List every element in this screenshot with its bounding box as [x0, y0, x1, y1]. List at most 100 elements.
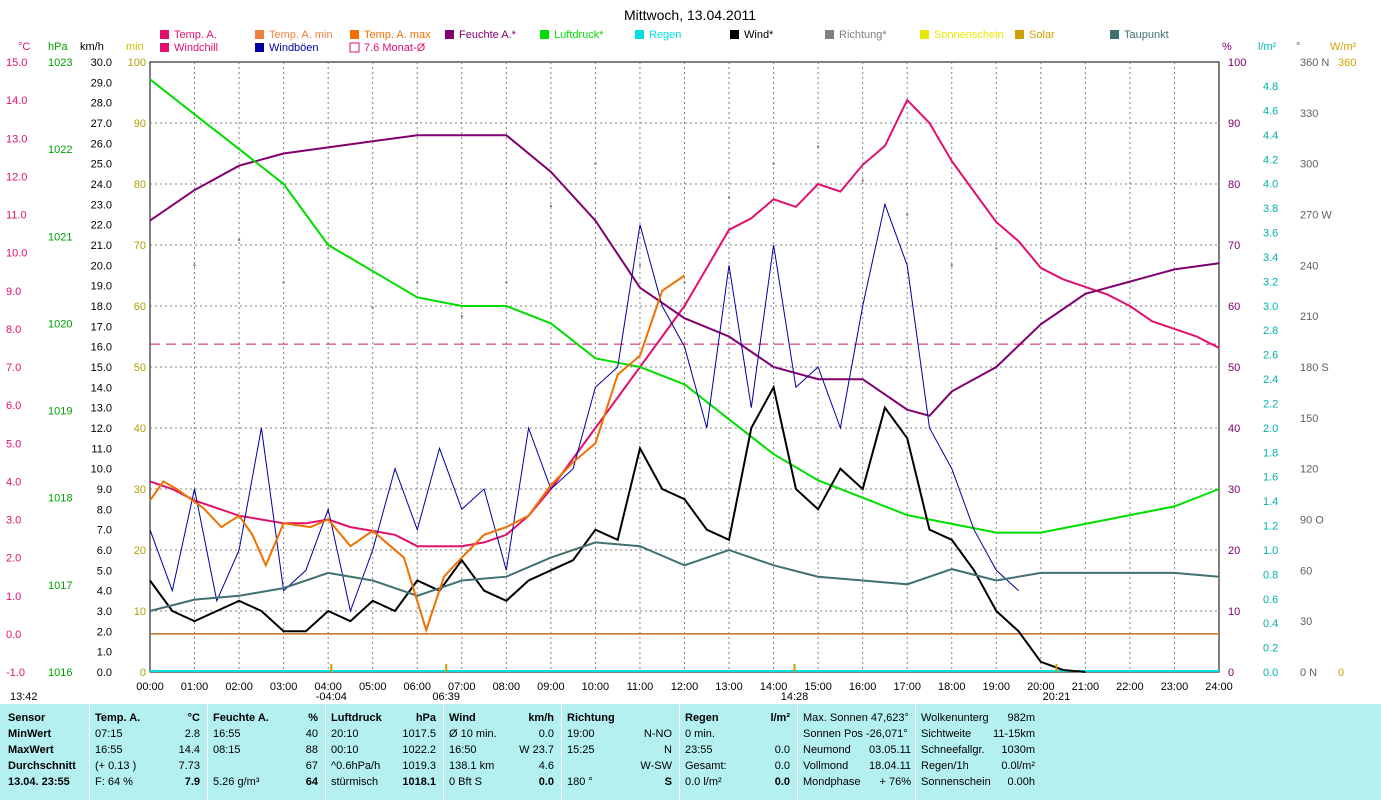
time-tick-label: 01:00 — [181, 681, 209, 693]
direction-point — [416, 281, 419, 284]
visibility-label: Sichtweite — [921, 728, 972, 740]
wind-tick-label: 14.0 — [91, 382, 112, 394]
wind-tick-label: 0.0 — [97, 667, 112, 679]
time-marker-label: 14:28 — [781, 691, 809, 703]
rain-tick-label: 4.2 — [1263, 154, 1278, 166]
wind-tick-label: 27.0 — [91, 118, 112, 130]
time-marker-label: 06:39 — [432, 691, 460, 703]
dir-tick-label: 210 — [1300, 311, 1318, 323]
wind-unit: km/h — [80, 41, 104, 53]
wind-tick-label: 17.0 — [91, 321, 112, 333]
wind-tick-label: 24.0 — [91, 179, 112, 191]
min-tick-label: 10 — [134, 606, 146, 618]
hum-current-value: 64 — [305, 776, 318, 788]
dir-tick-label: 300 — [1300, 159, 1318, 171]
time-marker-label: 20:21 — [1043, 691, 1071, 703]
legend-label: Taupunkt — [1124, 29, 1169, 41]
rain-value: 0.0 — [774, 744, 790, 756]
wind-tick-label: 10.0 — [91, 464, 112, 476]
pct-unit: % — [1222, 41, 1232, 53]
cloud-base-value: 982m — [1007, 712, 1035, 724]
direction-point — [371, 306, 374, 309]
legend-item: Richtung* — [825, 29, 887, 41]
pressure-tick-label: 1022 — [48, 144, 72, 156]
legend-swatch — [635, 30, 644, 39]
temp-feel: F: 64 % — [95, 776, 133, 788]
pct-tick-label: 60 — [1228, 301, 1240, 313]
dir-tick-label: 0 N — [1300, 667, 1317, 679]
rain-tick-label: 3.2 — [1263, 276, 1278, 288]
legend-swatch — [730, 30, 739, 39]
rain-tick-label: 2.4 — [1263, 374, 1278, 386]
wind-tick-label: 19.0 — [91, 281, 112, 293]
legend-label: 7.6 Monat-Ø — [364, 42, 426, 54]
legend-item: 7.6 Monat-Ø — [349, 42, 426, 54]
pct-tick-label: 50 — [1228, 362, 1240, 374]
wind-bft: 0 Bft S — [449, 776, 483, 788]
rain-duration: 0 min. — [685, 728, 715, 740]
legend-label: Regen — [649, 29, 681, 41]
rain-column: Regen l/m² 0 min. 23:55 0.0 Gesamt: 0.0 0.0… — [685, 710, 790, 790]
new-moon-label: Neumond — [803, 744, 851, 756]
direction-point — [950, 264, 953, 267]
temp-trend: (+ 0.13 ) — [95, 760, 137, 772]
grid — [150, 62, 1219, 672]
hum-min-value: 40 — [305, 728, 318, 740]
temp-unit: °C — [18, 41, 30, 53]
pct-tick-label: 30 — [1228, 484, 1240, 496]
dir-current-value: S — [664, 776, 672, 788]
rain-tick-label: 0.2 — [1263, 643, 1278, 655]
legend-swatch — [350, 30, 359, 39]
pressure-tick-label: 1021 — [48, 231, 72, 243]
pressure-column: Luftdruck hPa 20:10 1017.5 00:10 1022.2 ^0.… — [331, 710, 436, 790]
legend-item: Windchill — [160, 42, 218, 54]
misc-column: Wolkenunterg 982m Sichtweite 11-15km Schne… — [921, 710, 1035, 790]
time-tick-label: 07:00 — [448, 681, 476, 693]
direction-column: Richtung 19:00 N-NO 15:25 N W-SW 180 ° S — [567, 710, 672, 790]
press-avg-value: 1019.3 — [402, 760, 436, 772]
wind-run: 138.1 km — [449, 760, 495, 772]
pressure-tick-label: 1016 — [48, 667, 72, 679]
legend-label: Temp. A. min — [269, 29, 333, 41]
dir-tick-label: 360 N — [1300, 57, 1329, 69]
min-tick-label: 0 — [140, 667, 146, 679]
legend-item: Sonnenschein — [920, 29, 1004, 41]
pct-tick-label: 90 — [1228, 118, 1240, 130]
dir-tick-label: 120 — [1300, 464, 1318, 476]
legend-label: Solar — [1029, 29, 1055, 41]
rain-tick-label: 1.0 — [1263, 545, 1278, 557]
wind-tick-label: 1.0 — [97, 647, 112, 659]
legend-item: Temp. A. max — [350, 29, 431, 41]
wind-tick-label: 30.0 — [91, 57, 112, 69]
wind-tick-label: 4.0 — [97, 586, 112, 598]
rain-tick-label: 2.2 — [1263, 398, 1278, 410]
legend-label: Wind* — [744, 29, 774, 41]
direction-point — [460, 314, 463, 318]
dir-tick-label: 90 O — [1300, 515, 1324, 527]
dir-min-time: 19:00 — [567, 728, 595, 740]
solar-tick-label: 0 — [1338, 667, 1344, 679]
min-tick-label: 20 — [134, 545, 146, 557]
rain-tick-label: 4.6 — [1263, 105, 1278, 117]
press-max-value: 1022.2 — [402, 744, 436, 756]
rain-tick-label: 2.6 — [1263, 350, 1278, 362]
temp-avg-value: 7.73 — [178, 760, 200, 772]
rain-tick-label: 0.0 — [1263, 667, 1278, 679]
dir-tick-label: 150 — [1300, 413, 1318, 425]
time-tick-label: 16:00 — [849, 681, 877, 693]
time-tick-label: 05:00 — [359, 681, 387, 693]
temp-tick-label: 1.0 — [6, 591, 21, 603]
temp-tick-label: 3.0 — [6, 515, 21, 527]
dir-tick-label: 180 S — [1300, 362, 1329, 374]
wind-tick-label: 29.0 — [91, 77, 112, 89]
wind-tick-label: 12.0 — [91, 423, 112, 435]
press-forecast: stürmisch — [331, 776, 379, 788]
direction-point — [727, 196, 731, 199]
rain-tick-label: 0.8 — [1263, 569, 1278, 581]
rain-tick-label: 0.6 — [1263, 594, 1278, 606]
temp-tick-label: 6.0 — [6, 400, 21, 412]
dir-tick-label: 60 — [1300, 565, 1312, 577]
legend-label: Richtung* — [839, 29, 887, 41]
legend-label: Temp. A. — [174, 29, 217, 41]
rain-unit: l/m² — [1258, 41, 1277, 53]
